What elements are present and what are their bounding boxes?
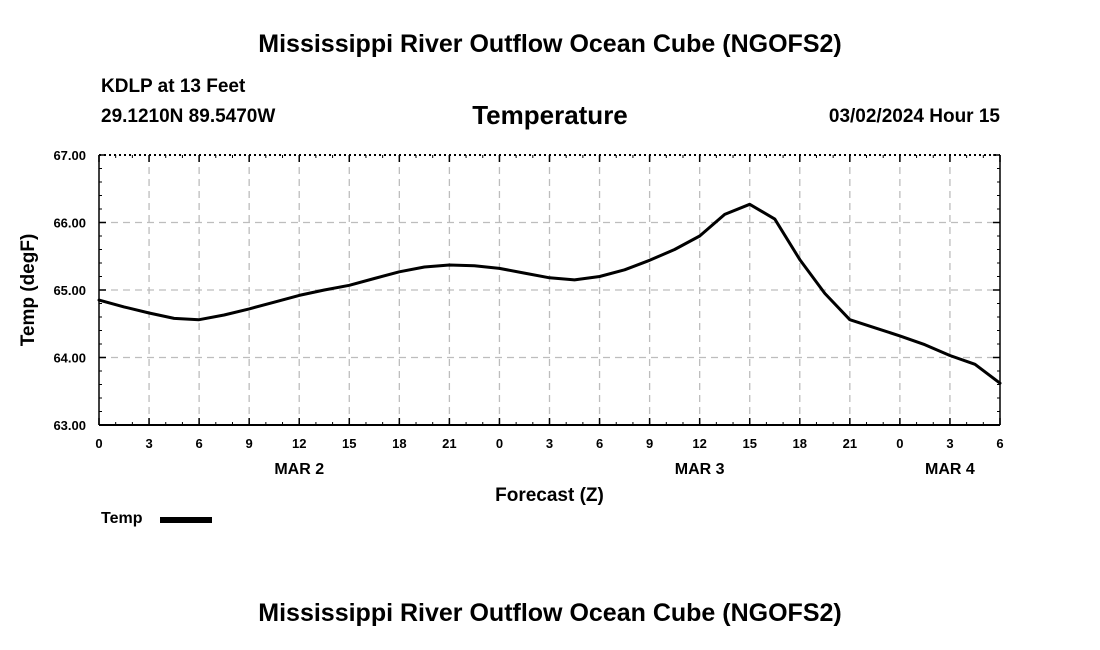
forecast-datetime: 03/02/2024 Hour 15 — [828, 106, 1000, 127]
x-tick-label: 12 — [292, 436, 306, 451]
x-tick-label: 3 — [145, 436, 152, 451]
chart-title: Temperature — [472, 100, 628, 130]
x-tick-label: 21 — [442, 436, 456, 451]
x-tick-label: 21 — [843, 436, 857, 451]
figure-title: Mississippi River Outflow Ocean Cube (NG… — [258, 30, 842, 58]
x-tick-label: 6 — [596, 436, 603, 451]
series-layer — [97, 202, 1002, 385]
x-tick-label: 0 — [896, 436, 903, 451]
x-tick-label: 18 — [793, 436, 807, 451]
legend-label-temp: Temp — [101, 510, 143, 527]
x-tick-label: 6 — [996, 436, 1003, 451]
day-label: MAR 4 — [925, 461, 975, 478]
y-tick-label: 65.00 — [53, 283, 86, 298]
station-label: KDLP at 13 Feet — [101, 76, 246, 97]
x-tick-label: 6 — [195, 436, 202, 451]
x-tick-label: 3 — [546, 436, 553, 451]
x-tick-label: 3 — [946, 436, 953, 451]
x-axis-title: Forecast (Z) — [495, 485, 604, 506]
x-tick-label: 15 — [342, 436, 356, 451]
y-tick-label: 64.00 — [53, 351, 86, 366]
x-tick-label: 0 — [95, 436, 102, 451]
x-tick-label: 12 — [692, 436, 706, 451]
x-tick-label: 9 — [646, 436, 653, 451]
y-axis-title: Temp (degF) — [18, 234, 39, 347]
axes — [98, 154, 1001, 426]
axis-labels: 0 3 6 9 12 15 18 21 0 3 6 9 12 15 18 21 0 3 6 63.00 64.00 65.… — [18, 148, 1004, 506]
y-tick-label: 66.00 — [53, 216, 86, 231]
station-coordinates: 29.1210N 89.5470W — [101, 106, 276, 127]
y-tick-label: 63.00 — [53, 418, 86, 433]
x-tick-label: 9 — [246, 436, 253, 451]
series-line-temp — [97, 202, 1002, 385]
x-tick-label: 18 — [392, 436, 406, 451]
grid — [99, 155, 1000, 425]
legend-swatch-temp — [160, 517, 212, 523]
day-label: MAR 2 — [274, 461, 324, 478]
x-tick-label: 15 — [742, 436, 756, 451]
footer-title: Mississippi River Outflow Ocean Cube (NG… — [258, 599, 842, 627]
y-tick-label: 67.00 — [53, 148, 86, 163]
day-label: MAR 3 — [675, 461, 725, 478]
x-tick-label: 0 — [496, 436, 503, 451]
